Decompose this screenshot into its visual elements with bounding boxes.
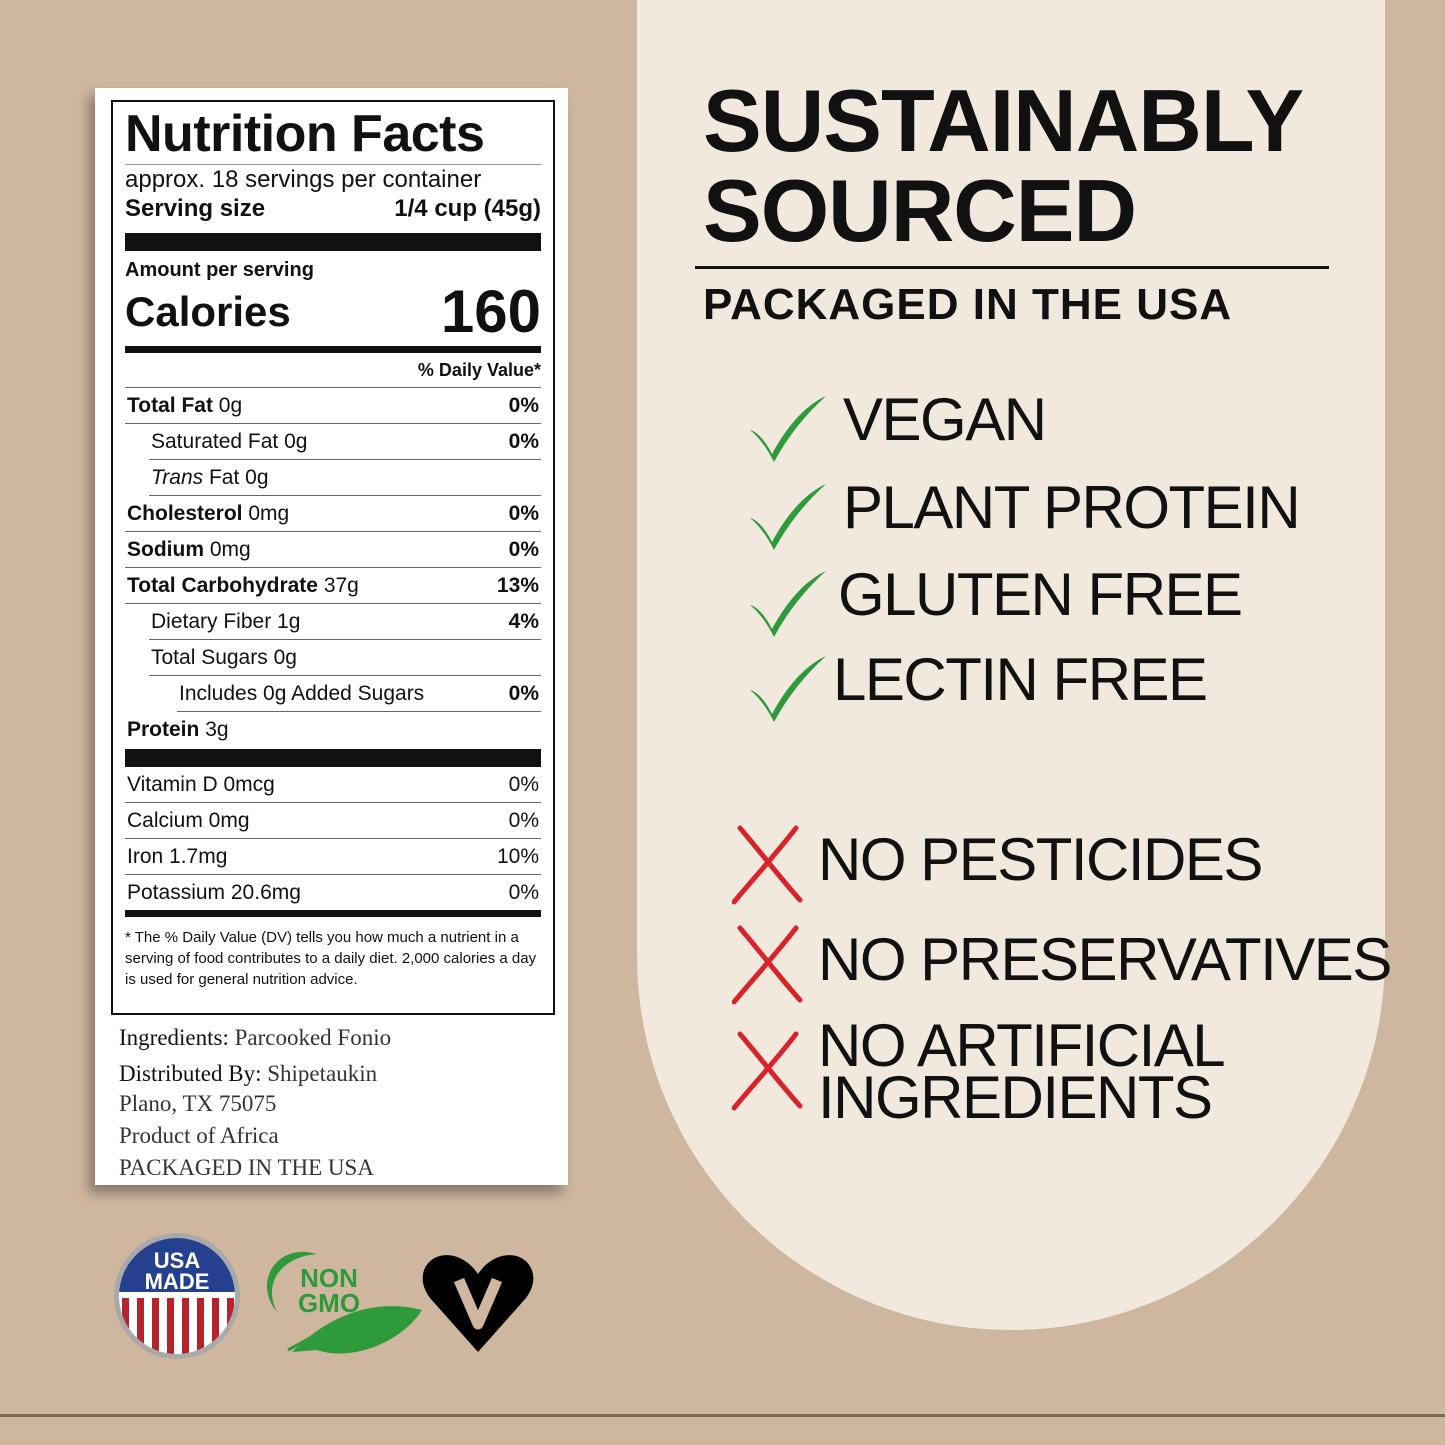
nutrient-dv: 0% (508, 682, 539, 705)
nutrient-amount: 0mg (209, 538, 251, 561)
vitamin-row: Potassium 20.6mg 0% (125, 875, 541, 910)
vitamin-dv: 0% (508, 773, 539, 796)
nutrient-row: Includes 0g Added Sugars 0% (177, 676, 541, 712)
nutrient-amount: 37g (323, 574, 359, 597)
distributor: Shipetaukin (267, 1061, 378, 1086)
nutrient-name: Total Sugars (151, 646, 268, 669)
non-gmo-badge: NON GMO (266, 1251, 422, 1354)
badges: USA MADE NON GMO (112, 1232, 542, 1367)
svg-text:NON: NON (300, 1263, 358, 1293)
nutrient-row: Total Carbohydrate 37g 13% (125, 568, 541, 604)
nutrient-name: Total Fat (127, 394, 213, 417)
nutrition-label-card: Nutrition Facts approx. 18 servings per … (95, 88, 568, 1185)
nutrient-dv: 4% (508, 610, 539, 633)
check-icon (750, 484, 826, 550)
address: Plano, TX 75075 (119, 1091, 277, 1116)
vegan-heart-icon (422, 1255, 534, 1352)
nutrient-dv: 0% (508, 538, 539, 561)
vitamin-row: Calcium 0mg 0% (125, 803, 541, 839)
nutrient-name: Saturated Fat (151, 430, 279, 453)
cross-icon (732, 925, 803, 1005)
vitamin-name: Vitamin D 0mcg (127, 773, 275, 796)
nutrient-row: Protein 3g (125, 712, 541, 747)
divider (695, 266, 1329, 269)
nutrient-name: Includes 0g Added Sugars (179, 682, 425, 705)
serving-size-label: Serving size (125, 195, 266, 222)
check-icon (750, 571, 826, 637)
nutrient-amount: 0g (218, 394, 243, 417)
ingredients-label: Ingredients: (119, 1025, 229, 1050)
nutrient-row: Saturated Fat 0g 0% (149, 424, 541, 460)
positive-item: PLANT PROTEIN (843, 474, 1301, 541)
nutrient-amount: 0g (273, 646, 297, 669)
origin: Product of Africa (119, 1123, 279, 1148)
negative-item: NO PRESERVATIVES (818, 926, 1392, 993)
feature-panel (637, 0, 1385, 1330)
amount-per-serving: Amount per serving (125, 259, 314, 281)
nutrient-row: Cholesterol 0mg 0% (125, 496, 541, 532)
calories-value: 160 (440, 278, 541, 345)
nutrient-row: Total Sugars 0g (149, 640, 541, 676)
nutrient-dv: 13% (496, 574, 539, 597)
headline-line1: SUSTAINABLY (703, 71, 1304, 170)
nutrient-amount: 0mg (248, 502, 290, 525)
nutrient-dv: 0% (508, 502, 539, 525)
vitamin-dv: 0% (508, 881, 539, 904)
nutrient-name: Sodium (127, 538, 204, 561)
check-icon (750, 396, 826, 462)
nutrient-dv: 0% (508, 430, 539, 453)
serving-size-value: 1/4 cup (45g) (394, 195, 541, 222)
nutrient-amount: 0g (284, 430, 308, 453)
vitamin-dv: 0% (508, 809, 539, 832)
nutrient-amount: 3g (205, 718, 229, 741)
nutrient-amount: 1g (277, 610, 301, 633)
product-info: Ingredients: Parcooked Fonio Distributed… (119, 1023, 391, 1183)
nutrient-row: Trans Fat 0g (149, 460, 541, 496)
svg-text:MADE: MADE (145, 1269, 210, 1294)
cross-icon (732, 1031, 803, 1111)
negative-item: NO PESTICIDES (818, 826, 1263, 893)
negative-item: NO ARTIFICIAL INGREDIENTS (818, 1012, 1226, 1131)
nutrient-row: Sodium 0mg 0% (125, 532, 541, 568)
nutrition-facts-panel: Nutrition Facts approx. 18 servings per … (111, 100, 555, 1015)
positive-item: VEGAN (843, 386, 1047, 453)
calories-label: Calories (125, 288, 291, 335)
nutrient-name: Total Carbohydrate (127, 574, 318, 597)
vitamin-row: Vitamin D 0mcg 0% (125, 767, 541, 803)
vitamin-name: Iron 1.7mg (127, 845, 228, 868)
subtitle: PACKAGED IN THE USA (703, 280, 1233, 329)
servings-per-container: approx. 18 servings per container (125, 166, 482, 193)
vitamin-dv: 10% (496, 845, 539, 868)
cross-icon (732, 825, 803, 905)
vitamin-name: Calcium 0mg (127, 809, 250, 832)
nutrition-title: Nutrition Facts (125, 105, 485, 163)
nutrient-name: Cholesterol (127, 502, 243, 525)
headline-line2: SOURCED (703, 161, 1137, 260)
distributed-label: Distributed By: (119, 1061, 262, 1086)
nutrient-row: Dietary Fiber 1g 4% (149, 604, 541, 640)
footnote: * The % Daily Value (DV) tells you how m… (125, 929, 537, 988)
check-icon (750, 656, 826, 722)
serving-size: Serving size 1/4 cup (45g) (125, 195, 541, 223)
calories: Calories 160 (125, 282, 541, 342)
nutrient-dv: 0% (508, 394, 539, 417)
positive-item: LECTIN FREE (833, 646, 1208, 713)
nutrient-row: Total Fat 0g 0% (125, 388, 541, 424)
bottom-divider (0, 1414, 1445, 1417)
vitamin-row: Iron 1.7mg 10% (125, 839, 541, 875)
svg-text:GMO: GMO (298, 1288, 360, 1318)
svg-text:USA: USA (154, 1248, 201, 1273)
headline: SUSTAINABLY SOURCED (703, 71, 1304, 260)
usa-made-badge: USA MADE (114, 1233, 240, 1359)
nutrient-name: Dietary Fiber (151, 610, 272, 633)
nutrient-name: Protein (127, 718, 200, 741)
positive-item: GLUTEN FREE (838, 561, 1243, 628)
vitamin-name: Potassium 20.6mg (127, 881, 301, 904)
daily-value-header: % Daily Value* (125, 353, 541, 388)
ingredients: Parcooked Fonio (234, 1025, 392, 1050)
packaged-note: PACKAGED IN THE USA (119, 1155, 374, 1180)
